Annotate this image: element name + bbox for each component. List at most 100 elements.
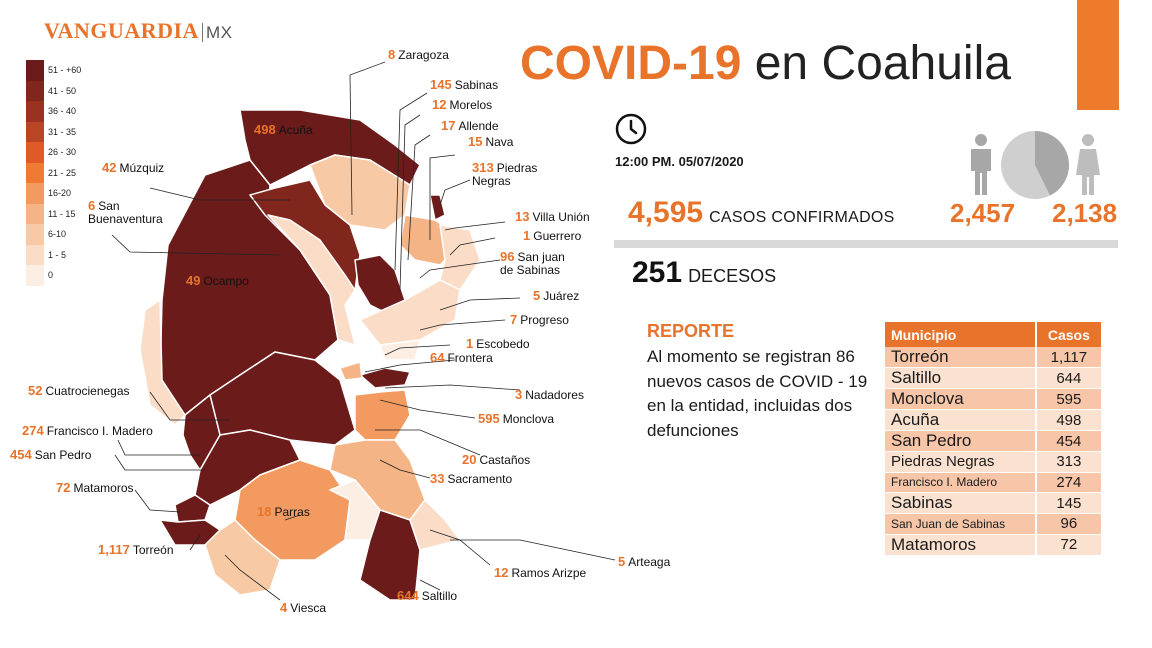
legend-swatch: [26, 244, 44, 265]
label-sacramento: 33 Sacramento: [430, 471, 513, 486]
region-piedras-negras: [429, 194, 446, 221]
legend-swatch: [26, 121, 44, 142]
legend-swatch: [26, 265, 44, 286]
label-san-pedro: 454 San Pedro: [10, 447, 92, 462]
row-municipio: Matamoros: [885, 534, 1036, 556]
legend-label: 0: [48, 270, 54, 281]
row-casos: 644: [1034, 367, 1101, 389]
table-row: Saltillo 644: [885, 367, 1101, 389]
label-muzquiz: 42 Múzquiz: [102, 160, 165, 175]
label-matamoros: 72 Matamoros: [56, 480, 134, 495]
legend-label: 41 - 50: [48, 85, 77, 96]
legend-swatch: [26, 60, 44, 81]
label-monclova: 595 Monclova: [478, 411, 555, 426]
row-casos: 313: [1034, 451, 1101, 473]
table-row: San Juan de Sabinas 96: [885, 513, 1101, 535]
report-text: Al momento se registran 86 nuevos casos …: [647, 347, 868, 440]
label-parras: 18 Parras: [257, 504, 310, 519]
title-highlight: COVID-19: [520, 37, 742, 90]
legend-label: 6-10: [48, 229, 67, 240]
region-matamoros: [174, 494, 211, 523]
timestamp: 12:00 PM. 05/07/2020: [615, 154, 744, 169]
legend-label: 16-20: [48, 188, 72, 199]
label-acuna: 498 Acuña: [254, 122, 313, 137]
men-count: 2,457: [950, 198, 1016, 228]
region-saltillo: [359, 509, 421, 601]
table-row: Acuña 498: [885, 409, 1101, 431]
row-casos: 454: [1034, 430, 1101, 452]
row-casos: 498: [1034, 409, 1101, 431]
label-cuatrocienegas: 52 Cuatrocienegas: [28, 383, 130, 398]
table-row: San Pedro 454: [885, 430, 1101, 452]
legend-label: 11 - 15: [48, 208, 76, 219]
ranking-header: Municipio Casos: [885, 322, 1101, 347]
row-casos: 274: [1034, 472, 1101, 494]
row-municipio: San Juan de Sabinas: [885, 513, 1036, 535]
region-guerrero: [439, 224, 481, 291]
region-monclova: [359, 367, 411, 389]
header-municipio: Municipio: [885, 322, 1036, 347]
gender-pie-icon: [1001, 131, 1069, 199]
label-juarez: 5 Juárez: [533, 288, 580, 303]
row-casos: 96: [1034, 513, 1101, 535]
legend-label: 51 - +60: [48, 65, 82, 76]
table-row: Matamoros 72: [885, 534, 1101, 556]
confirmed-cases: 4,595 CASOS CONFIRMADOS: [628, 196, 895, 230]
woman-icon: [1076, 134, 1100, 195]
divider: [614, 240, 1118, 248]
label-francisco-i-madero: 274 Francisco I. Madero: [22, 423, 153, 438]
deaths: 251 DECESOS: [632, 256, 776, 290]
page-title: COVID-19 en Coahuila: [520, 36, 1011, 91]
label-progreso: 7 Progreso: [510, 312, 569, 327]
label-san-juan-de-sabinas: 96 San juan de Sabinas: [500, 249, 565, 277]
label-sabinas: 145 Sabinas: [430, 77, 499, 92]
region-san-buenaventura: [267, 214, 356, 346]
header-casos: Casos: [1034, 322, 1101, 347]
coahuila-map: [111, 61, 616, 601]
label-piedras-negras: 313 Piedras Negras: [472, 160, 538, 188]
region-castanos: [354, 389, 411, 441]
brand-name: VANGUARDIA: [44, 18, 199, 43]
label-morelos: 12 Morelos: [432, 97, 493, 112]
legend-label: 1 - 5: [48, 249, 67, 260]
brand-suffix: MX: [201, 23, 233, 42]
label-san-buenaventura: 6 San Buenaventura: [88, 198, 163, 226]
legend-swatch: [26, 101, 44, 122]
legend-label: 26 - 30: [48, 147, 77, 158]
women-count: 2,138: [1052, 198, 1118, 228]
label-escobedo: 1 Escobedo: [466, 336, 530, 351]
label-arteaga: 5 Arteaga: [618, 554, 671, 569]
row-municipio: Acuña: [885, 409, 1036, 431]
label-ocampo: 49 Ocampo: [186, 273, 249, 288]
legend-item: 6-10: [26, 224, 146, 245]
row-municipio: Torreón: [885, 347, 1036, 368]
region-escobedo: [379, 339, 421, 361]
table-row: Piedras Negras 313: [885, 451, 1101, 473]
legend-swatch: [26, 224, 44, 245]
label-torreon: 1,117 Torreón: [98, 542, 174, 557]
row-casos: 145: [1034, 492, 1101, 515]
clock-icon: [615, 113, 647, 145]
region-viesca: [204, 519, 281, 596]
legend-item: 41 - 50: [26, 80, 146, 101]
region-arteaga: [409, 499, 461, 551]
legend-item: 36 - 40: [26, 101, 146, 122]
deaths-label: DECESOS: [688, 266, 777, 286]
ranking-table: Municipio Casos Torreón 1,117 Saltillo 644…: [885, 322, 1101, 556]
label-castanos: 20 Castaños: [462, 452, 531, 467]
legend-label: 36 - 40: [48, 106, 77, 117]
legend-item: 51 - +60: [26, 60, 146, 81]
legend-swatch: [26, 203, 44, 224]
legend-swatch: [26, 142, 44, 163]
row-casos: 595: [1034, 388, 1101, 410]
legend-label: 31 - 35: [48, 126, 77, 137]
legend-swatch: [26, 80, 44, 101]
label-viesca: 4 Viesca: [280, 600, 327, 615]
region-frontera: [339, 361, 363, 381]
legend-item: 26 - 30: [26, 142, 146, 163]
row-municipio: Monclova: [885, 388, 1036, 410]
label-frontera: 64 Frontera: [430, 350, 493, 365]
table-row: Francisco I. Madero 274: [885, 472, 1101, 494]
label-saltillo: 644 Saltillo: [397, 588, 458, 603]
legend-label: 21 - 25: [48, 167, 77, 178]
